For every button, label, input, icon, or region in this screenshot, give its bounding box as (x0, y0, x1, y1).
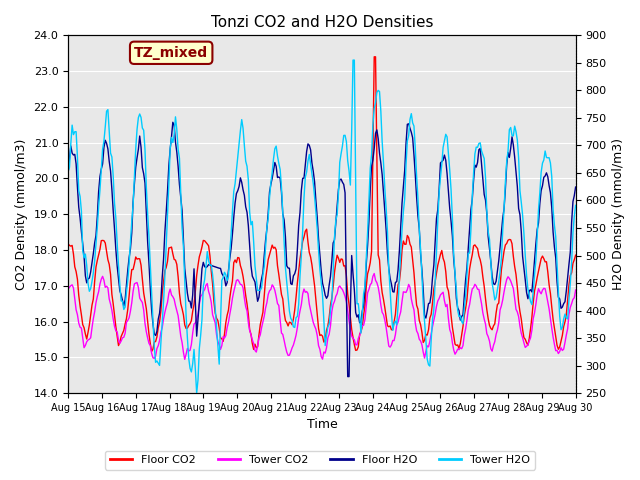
Floor H2O (570, 193, 578, 199)
Tower H2O (64, 168, 72, 174)
Line: Floor CO2: Floor CO2 (68, 57, 575, 351)
Tower H2O (504, 148, 512, 154)
Floor CO2 (572, 252, 579, 258)
Y-axis label: CO2 Density (mmol/m3): CO2 Density (mmol/m3) (15, 139, 28, 290)
X-axis label: Time: Time (307, 419, 337, 432)
Floor CO2 (148, 348, 156, 354)
Floor CO2 (504, 237, 512, 243)
Floor CO2 (570, 257, 578, 263)
Tower H2O (570, 214, 578, 219)
Floor CO2 (326, 302, 334, 308)
Floor CO2 (64, 241, 72, 247)
Floor CO2 (429, 300, 436, 306)
Line: Floor H2O: Floor H2O (68, 122, 575, 377)
Floor H2O (169, 120, 177, 125)
Legend: Floor CO2, Tower CO2, Floor H2O, Tower H2O: Floor CO2, Tower CO2, Floor H2O, Tower H… (105, 451, 535, 469)
Tower H2O (81, 251, 89, 257)
Floor H2O (429, 275, 436, 281)
Tower H2O (349, 57, 357, 63)
Tower H2O (193, 390, 200, 396)
Tower CO2 (64, 286, 72, 292)
Tower CO2 (572, 287, 579, 293)
Floor H2O (344, 374, 351, 380)
Floor H2O (81, 273, 89, 279)
Tower CO2 (429, 324, 436, 329)
Line: Tower H2O: Tower H2O (68, 60, 575, 393)
Floor CO2 (371, 54, 378, 60)
Tower CO2 (81, 343, 89, 348)
Tower H2O (429, 316, 436, 322)
Tower H2O (326, 308, 334, 313)
Floor H2O (97, 166, 105, 172)
Tower CO2 (181, 357, 189, 362)
Tower CO2 (371, 271, 378, 276)
Floor CO2 (81, 331, 89, 337)
Floor H2O (504, 150, 512, 156)
Floor H2O (64, 170, 72, 176)
Tower CO2 (504, 274, 512, 280)
Floor H2O (326, 274, 334, 279)
Tower H2O (97, 167, 105, 172)
Floor H2O (572, 184, 579, 190)
Tower CO2 (326, 323, 334, 328)
Tower CO2 (97, 276, 105, 282)
Floor CO2 (97, 238, 105, 243)
Y-axis label: H2O Density (mmol/m3): H2O Density (mmol/m3) (612, 138, 625, 290)
Title: Tonzi CO2 and H2O Densities: Tonzi CO2 and H2O Densities (211, 15, 433, 30)
Tower CO2 (570, 295, 578, 300)
Tower H2O (572, 203, 579, 208)
Text: TZ_mixed: TZ_mixed (134, 46, 208, 60)
Line: Tower CO2: Tower CO2 (68, 274, 575, 360)
